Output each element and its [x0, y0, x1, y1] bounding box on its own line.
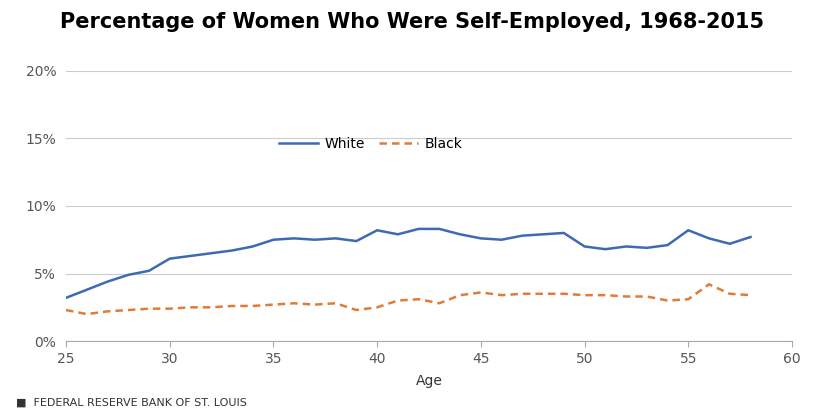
X-axis label: Age: Age: [416, 374, 442, 388]
Legend: White, Black: White, Black: [273, 132, 469, 157]
Text: Percentage of Women Who Were Self-Employed, 1968-2015: Percentage of Women Who Were Self-Employ…: [60, 12, 765, 32]
Text: ■  FEDERAL RESERVE BANK OF ST. LOUIS: ■ FEDERAL RESERVE BANK OF ST. LOUIS: [16, 398, 247, 408]
